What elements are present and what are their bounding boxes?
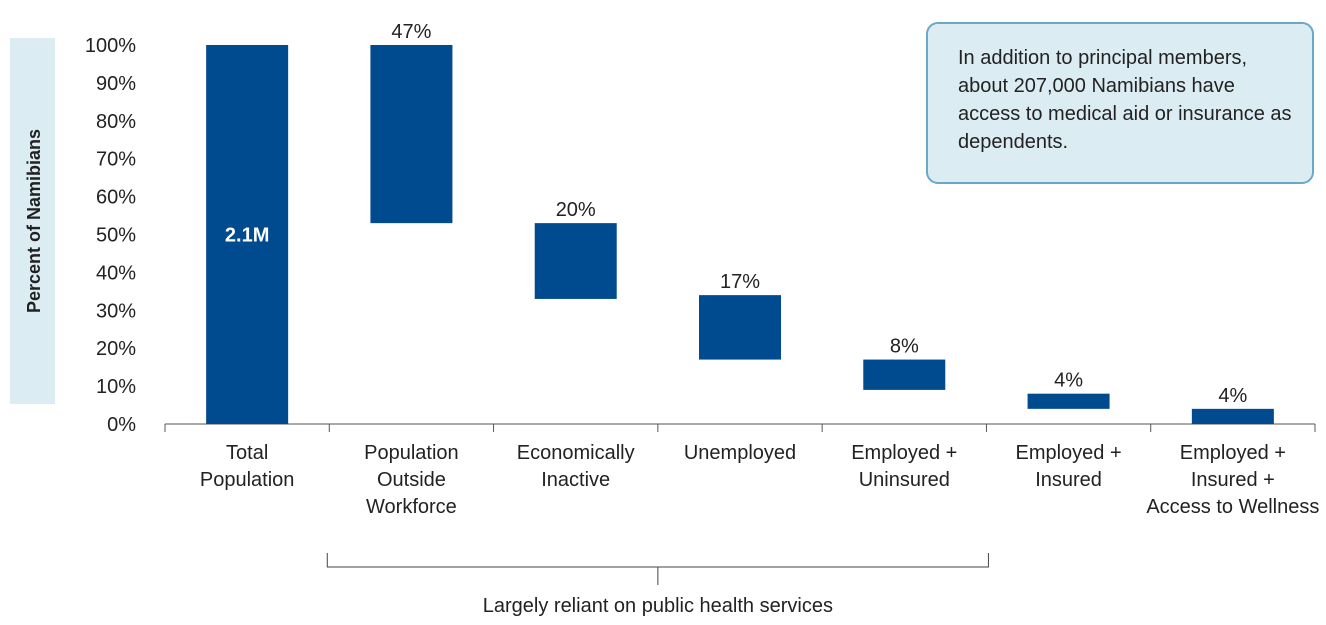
bar-value-label: 20% [556,199,596,221]
bar-value-label: 47% [391,21,431,43]
bar-0 [206,45,289,424]
bar-6 [1191,408,1274,424]
category-label: Employed + Insured + Access to Wellness [1146,442,1319,518]
y-tick-label: 20% [96,338,136,360]
y-axis-title: Percent of Namibians [24,129,44,313]
bar-4 [863,359,946,390]
bar-1 [370,45,453,224]
bar-value-label: 8% [890,336,919,358]
category-label: Employed + Insured [1015,442,1121,491]
bar-value-label: 4% [1054,370,1083,392]
callout-box: In addition to principal members, about … [926,22,1314,184]
bar-value-label: 2.1M [225,225,269,247]
bar-5 [1027,393,1110,409]
y-tick-label: 60% [96,187,136,209]
category-label: Economically Inactive [517,442,635,491]
y-tick-label: 70% [96,149,136,171]
bar-value-label: 4% [1218,385,1247,407]
bracket-line [326,553,989,568]
callout-text: In addition to principal members, about … [958,47,1292,153]
category-label: Employed + Uninsured [851,442,957,491]
bracket-label: Largely reliant on public health service… [483,595,833,617]
y-axis-label-background [10,38,55,404]
bar-value-label: 17% [720,271,760,293]
y-tick-label: 40% [96,262,136,284]
bar-2 [534,223,617,299]
y-tick-label: 0% [107,414,136,436]
category-label: Population Outside Workforce [364,442,459,518]
y-tick-label: 90% [96,73,136,95]
category-label: Unemployed [684,442,796,464]
y-tick-label: 50% [96,225,136,247]
y-tick-label: 100% [85,35,136,57]
bar-3 [699,295,781,360]
y-tick-label: 10% [96,376,136,398]
category-label: Total Population [200,442,295,491]
y-tick-label: 30% [96,300,136,322]
y-tick-label: 80% [96,111,136,133]
